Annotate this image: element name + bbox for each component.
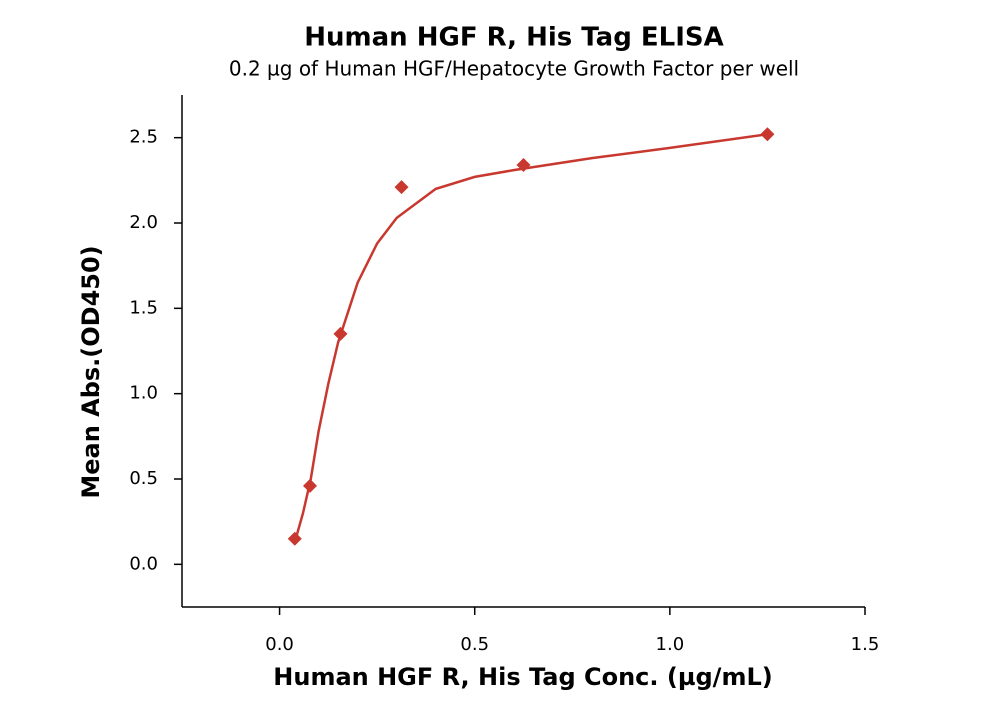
y-axis-label: Mean Abs.(OD450) — [77, 245, 105, 498]
y-tick-label: 2.0 — [129, 212, 158, 233]
data-point — [333, 326, 348, 341]
y-tick-label: 0.0 — [129, 553, 158, 574]
fit-curve — [293, 133, 768, 543]
x-axis-label: Human HGF R, His Tag Conc. (µg/mL) — [273, 663, 772, 691]
data-point — [394, 180, 409, 195]
data-point — [287, 531, 302, 546]
x-tick-label: 0.0 — [265, 634, 294, 655]
data-point — [516, 157, 531, 172]
data-point — [303, 478, 318, 493]
y-tick-label: 0.5 — [129, 468, 158, 489]
chart-title: Human HGF R, His Tag ELISA — [304, 23, 723, 53]
data-point — [760, 127, 775, 142]
y-tick-label: 2.5 — [129, 127, 158, 148]
chart-subtitle: 0.2 µg of Human HGF/Hepatocyte Growth Fa… — [229, 57, 799, 81]
y-tick-label: 1.5 — [129, 297, 158, 318]
x-tick-label: 1.5 — [851, 634, 880, 655]
y-tick-label: 1.0 — [129, 383, 158, 404]
x-tick-label: 0.5 — [460, 634, 489, 655]
x-tick-label: 1.0 — [656, 634, 685, 655]
